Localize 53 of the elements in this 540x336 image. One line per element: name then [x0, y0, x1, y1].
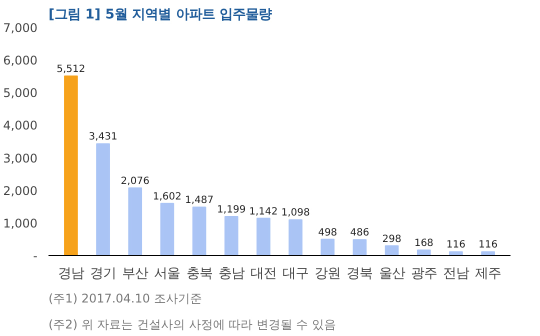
- y-tick-label: 1,000: [3, 216, 38, 230]
- data-label: 1,142: [249, 206, 278, 218]
- bar: [160, 202, 174, 256]
- x-tick-label: 강원: [314, 266, 341, 282]
- y-tick-label: 6,000: [3, 54, 38, 68]
- y-tick-label: -: [33, 249, 38, 263]
- x-tick-label: 부산: [122, 266, 148, 282]
- chart-title: [그림 1] 5월 지역별 아파트 입주물량: [48, 8, 272, 22]
- data-label: 2,076: [120, 176, 150, 187]
- y-tick-label: 7,000: [3, 21, 38, 35]
- data-label: 486: [350, 228, 370, 239]
- data-label: 116: [446, 240, 466, 251]
- text: (주2) 위 자료는 건설사의 사정에 따라 변경될 수 있음: [48, 318, 336, 332]
- data-label: 1,602: [152, 191, 182, 202]
- y-tick-label: 3,000: [3, 151, 38, 166]
- x-tick-label: 서울: [154, 266, 180, 282]
- x-tick-label: 충남: [218, 266, 244, 282]
- data-label: 116: [478, 240, 498, 251]
- bar: [192, 206, 206, 256]
- bar: [416, 250, 431, 256]
- bar: [96, 143, 110, 256]
- x-tick-label: 전남: [442, 266, 469, 282]
- x-tick-label: 경남: [58, 266, 84, 282]
- bar: [288, 219, 302, 256]
- data-label: 3,431: [88, 132, 118, 143]
- data-label: 168: [414, 238, 434, 250]
- y-tick-label: 2,000: [3, 184, 38, 198]
- x-tick-label: 광주: [410, 266, 437, 282]
- x-tick-label: 경기: [90, 266, 116, 282]
- bar: [256, 218, 270, 256]
- x-tick-label: 경북: [346, 266, 373, 282]
- bar: [481, 251, 495, 256]
- bar: [449, 251, 463, 256]
- x-tick-label: 울산: [378, 266, 405, 282]
- data-label: 1,098: [281, 208, 310, 219]
- x-tick-label: 대구: [282, 266, 309, 282]
- y-tick-label: 5,000: [3, 86, 38, 100]
- bar: [352, 239, 367, 256]
- bar: [64, 75, 78, 256]
- bar: [384, 245, 399, 256]
- data-label: 1,487: [184, 195, 214, 206]
- text: (주1) 2017.04.10 조사기준: [48, 292, 202, 306]
- data-label: 298: [382, 234, 402, 245]
- data-label: 498: [318, 227, 338, 238]
- data-label: 5,512: [56, 64, 86, 75]
- y-tick-label: 4,000: [3, 118, 38, 133]
- bar: [320, 238, 335, 256]
- x-tick-label: 충북: [186, 266, 212, 282]
- x-tick-label: 제주: [475, 266, 502, 282]
- data-label: 1,199: [217, 204, 246, 216]
- bar: [128, 187, 142, 256]
- bar: [224, 216, 238, 256]
- x-tick-label: 대전: [250, 266, 276, 282]
